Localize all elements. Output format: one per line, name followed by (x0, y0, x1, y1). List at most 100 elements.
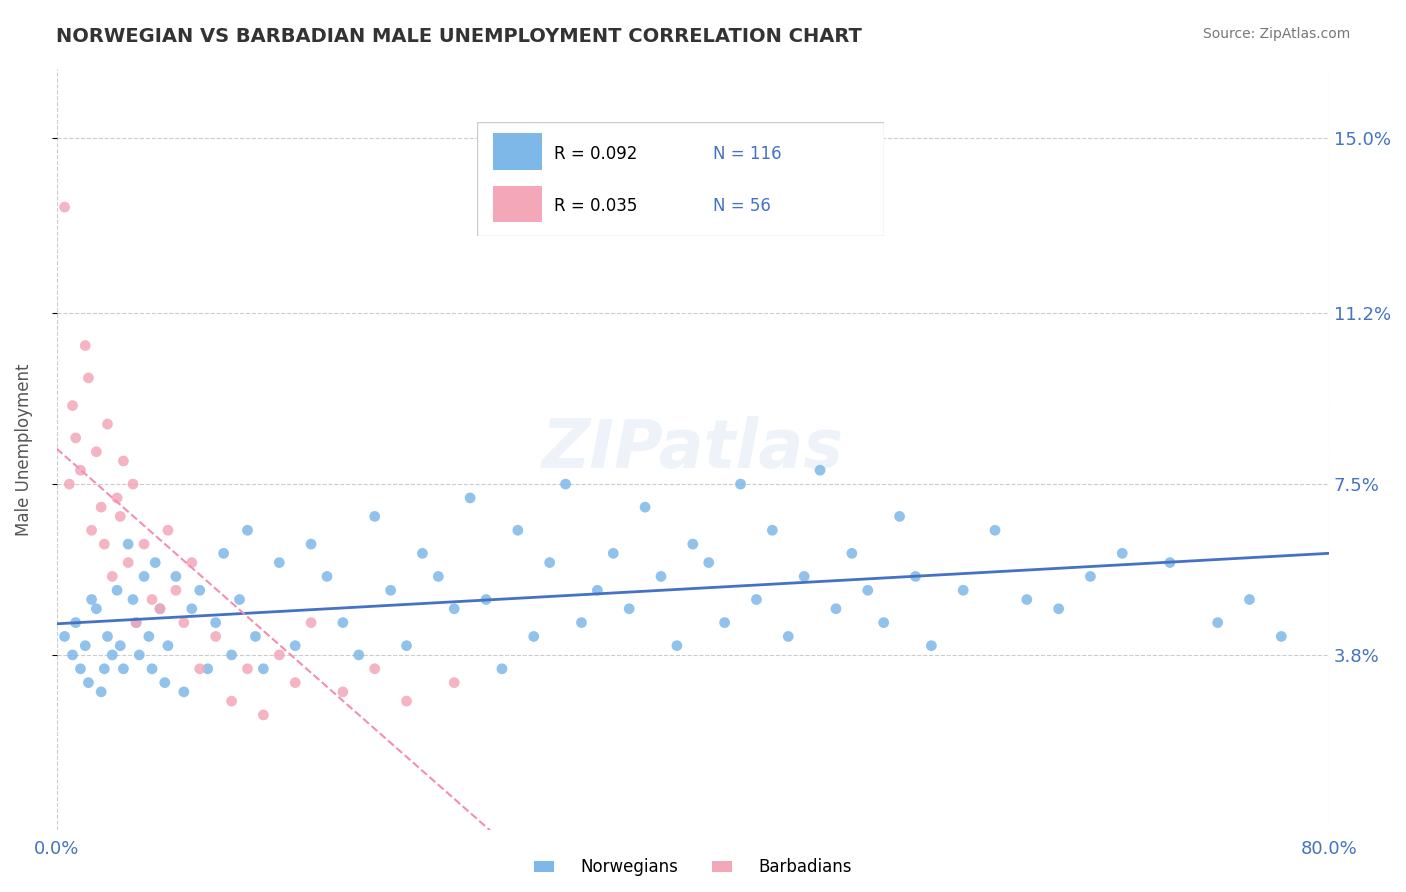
Point (156, 523, 179, 537)
Point (141, 662, 163, 676)
Point (188, 583, 211, 598)
Point (793, 569, 815, 583)
Point (117, 537, 139, 551)
Text: Source: ZipAtlas.com: Source: ZipAtlas.com (1202, 27, 1350, 41)
Point (125, 615, 148, 630)
Point (284, 675, 307, 690)
Point (523, 630, 546, 644)
Point (761, 523, 783, 537)
Point (1111, 546, 1133, 560)
Point (252, 708, 274, 723)
Point (90, 500, 112, 515)
Point (284, 639, 307, 653)
Point (153, 675, 176, 690)
Point (252, 662, 274, 676)
Point (173, 685, 195, 699)
Point (602, 546, 624, 560)
Point (96, 630, 118, 644)
Point (364, 662, 387, 676)
Point (745, 592, 768, 607)
Point (180, 556, 202, 570)
Point (984, 523, 1007, 537)
Point (778, 630, 800, 644)
Point (62, 648, 84, 662)
Point (245, 630, 267, 644)
Legend: Norwegians, Barbadians: Norwegians, Barbadians (527, 852, 859, 883)
Point (77, 675, 100, 690)
Point (138, 630, 160, 644)
Point (221, 648, 243, 662)
Point (80, 592, 103, 607)
Point (634, 500, 657, 515)
Point (86, 444, 108, 458)
Point (380, 583, 402, 598)
Point (1270, 630, 1292, 644)
Point (808, 463, 831, 477)
Point (212, 546, 235, 560)
Point (538, 556, 561, 570)
Point (165, 583, 187, 598)
Point (143, 556, 166, 570)
Point (58, 477, 80, 491)
Point (122, 477, 145, 491)
Point (443, 601, 465, 615)
Point (554, 477, 576, 491)
Point (1015, 592, 1038, 607)
Point (841, 546, 863, 560)
Point (571, 615, 593, 630)
Point (619, 601, 641, 615)
Point (156, 639, 179, 653)
Point (1159, 556, 1181, 570)
Point (1206, 615, 1229, 630)
Point (332, 615, 354, 630)
Point (75, 338, 97, 352)
Point (105, 583, 128, 598)
Point (228, 592, 250, 607)
Point (112, 454, 135, 468)
Point (80, 523, 103, 537)
Point (1047, 601, 1070, 615)
Point (117, 556, 139, 570)
Point (506, 523, 529, 537)
Point (316, 569, 339, 583)
Point (93, 537, 115, 551)
Point (128, 648, 150, 662)
Point (491, 662, 513, 676)
Point (105, 491, 128, 505)
Point (395, 639, 418, 653)
Point (149, 601, 172, 615)
Point (125, 615, 148, 630)
Point (90, 685, 112, 699)
Point (65, 615, 87, 630)
Point (713, 615, 735, 630)
Point (86, 601, 108, 615)
Point (77, 371, 100, 385)
Point (75, 639, 97, 653)
Point (904, 569, 927, 583)
Point (427, 569, 450, 583)
Point (197, 662, 219, 676)
Point (101, 648, 124, 662)
Point (165, 569, 187, 583)
Point (299, 537, 322, 551)
Point (53, 200, 76, 214)
Point (65, 431, 87, 445)
Point (475, 592, 498, 607)
Point (69, 662, 91, 676)
Point (920, 639, 942, 653)
Text: NORWEGIAN VS BARBADIAN MALE UNEMPLOYMENT CORRELATION CHART: NORWEGIAN VS BARBADIAN MALE UNEMPLOYMENT… (56, 27, 862, 45)
Point (180, 601, 202, 615)
Point (93, 662, 115, 676)
Point (110, 509, 132, 524)
Point (236, 523, 259, 537)
Point (132, 569, 155, 583)
Point (697, 556, 720, 570)
Point (141, 592, 163, 607)
Point (101, 569, 124, 583)
Text: ZIPatlas: ZIPatlas (541, 417, 844, 483)
Point (110, 639, 132, 653)
Point (856, 583, 879, 598)
Point (269, 556, 291, 570)
Point (112, 662, 135, 676)
Point (188, 662, 211, 676)
